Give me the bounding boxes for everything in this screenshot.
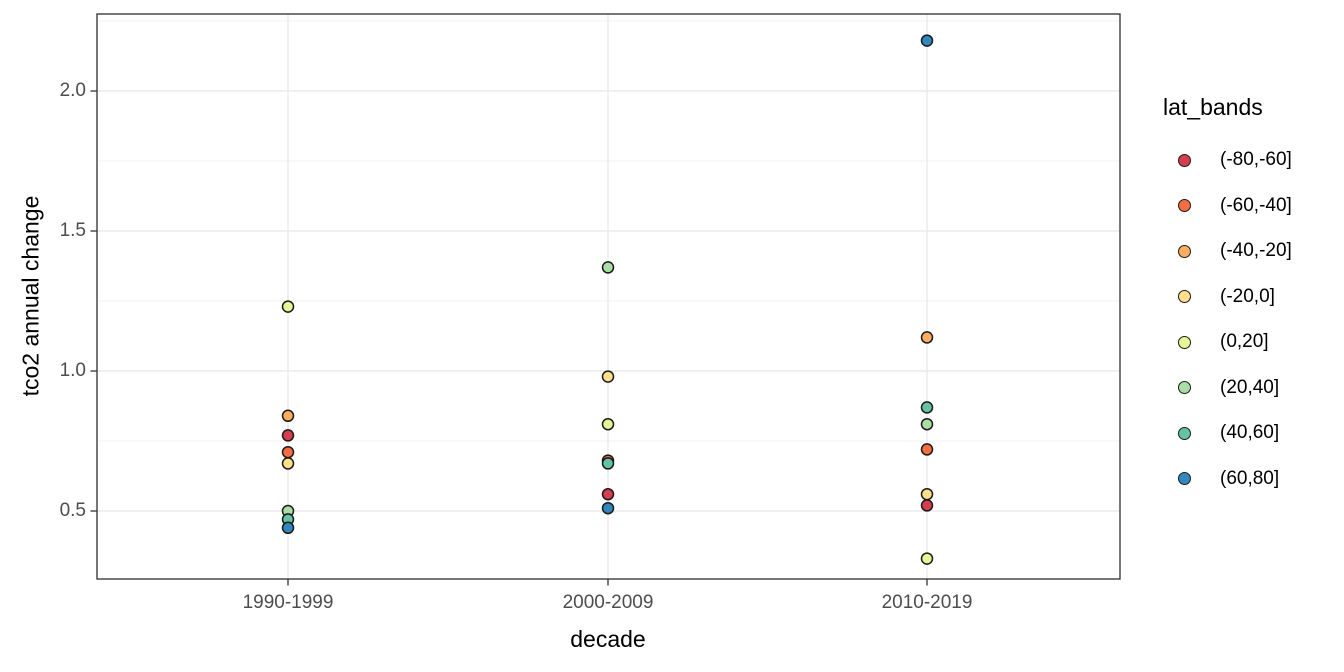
- legend-item: (-80,-60]: [1178, 149, 1292, 171]
- data-point: [281, 457, 295, 470]
- legend-item: (20,40]: [1178, 377, 1279, 399]
- legend-swatch-icon: [1178, 199, 1191, 212]
- legend-item-label: (-40,-20]: [1220, 240, 1292, 261]
- panel-border: [96, 13, 1121, 580]
- legend-swatch-icon: [1178, 335, 1191, 349]
- x-tick-label: 1990-1999: [242, 592, 334, 613]
- legend-item: (0,20]: [1178, 331, 1269, 353]
- legend-item-label: (60,80]: [1220, 467, 1280, 489]
- data-point: [281, 409, 295, 423]
- legend-item: (60,80]: [1178, 468, 1279, 490]
- legend-item-label: (-20,0]: [1220, 285, 1275, 307]
- data-point: [601, 370, 615, 383]
- x-tick-label: 2010-2019: [881, 592, 973, 613]
- legend-title: lat_bands: [1163, 94, 1263, 120]
- y-tick-label: 2.0: [59, 80, 86, 101]
- legend-swatch-icon: [1178, 472, 1191, 485]
- legend-swatch-icon: [1178, 381, 1191, 394]
- legend-item: (40,60]: [1178, 422, 1279, 444]
- y-tick-label: 1.0: [59, 360, 86, 381]
- data-point: [920, 34, 934, 47]
- data-point: [281, 429, 295, 442]
- data-point: [281, 300, 295, 313]
- legend-item-label: (-80,-60]: [1220, 149, 1292, 170]
- legend-item-label: (0,20]: [1220, 331, 1269, 352]
- data-point: [601, 487, 615, 501]
- x-axis-title: decade: [570, 626, 646, 652]
- data-point: [920, 331, 934, 344]
- data-point: [920, 443, 934, 456]
- legend-item: (-40,-20]: [1178, 240, 1292, 262]
- legend-swatch-icon: [1178, 290, 1191, 303]
- y-tick-label: 1.5: [59, 220, 86, 241]
- data-point: [601, 501, 615, 515]
- data-point: [920, 417, 934, 431]
- data-point: [920, 487, 934, 501]
- data-point: [920, 499, 934, 512]
- data-point: [601, 261, 615, 274]
- legend-swatch-icon: [1178, 153, 1191, 167]
- x-tick-label: 2000-2009: [562, 592, 654, 613]
- legend-item-label: (-60,-40]: [1220, 194, 1292, 216]
- legend-swatch-icon: [1178, 244, 1191, 258]
- legend-item: (-20,0]: [1178, 286, 1275, 308]
- data-point: [601, 457, 615, 470]
- data-point: [281, 445, 295, 459]
- data-point: [601, 417, 615, 431]
- data-point: [281, 521, 295, 535]
- data-point: [920, 401, 934, 414]
- legend-swatch-icon: [1178, 426, 1191, 440]
- data-point: [920, 552, 934, 565]
- legend-item: (-60,-40]: [1178, 195, 1292, 217]
- y-tick-label: 0.5: [59, 500, 86, 521]
- legend-item-label: (40,60]: [1220, 422, 1280, 443]
- legend-item-label: (20,40]: [1220, 376, 1280, 398]
